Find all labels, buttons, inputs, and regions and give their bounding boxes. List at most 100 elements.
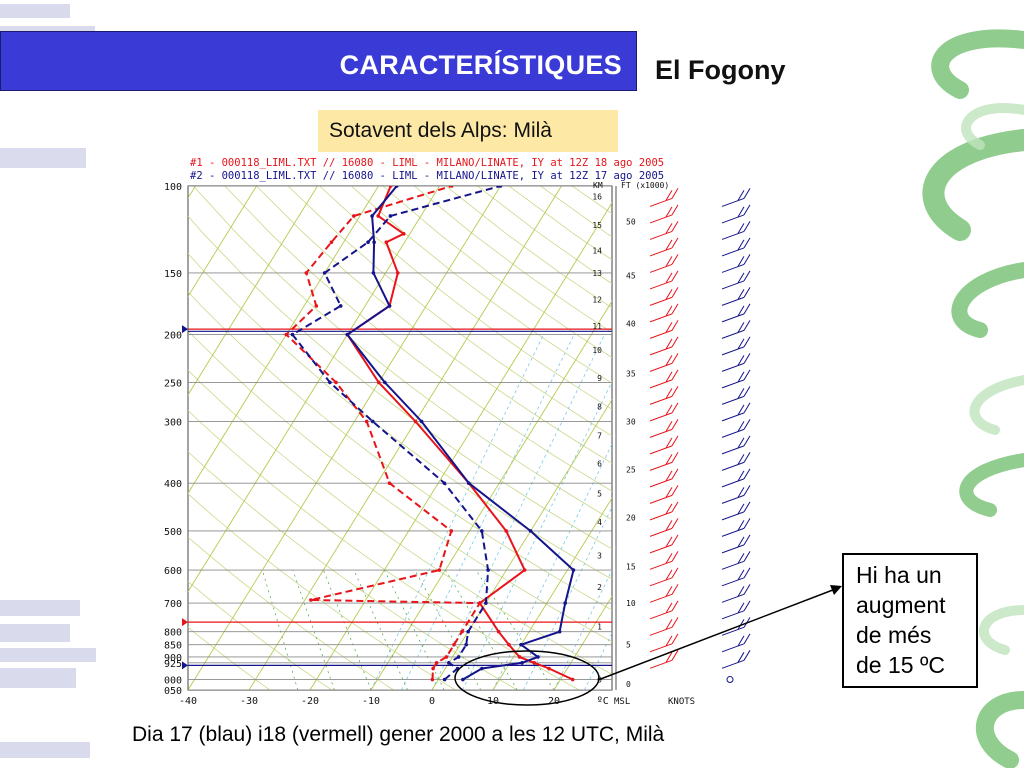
wind-barb-blue-feather (737, 272, 745, 284)
km-tick-label: 13 (592, 269, 602, 278)
wind-barb-red-feather (665, 602, 673, 614)
wind-barb-red (649, 428, 673, 438)
wind-barb-blue (721, 626, 745, 636)
pressure-tick-label: 050 (164, 686, 182, 697)
wind-barb-red (649, 230, 673, 240)
wind-barb-blue-feather (743, 600, 751, 612)
wind-barb-red-feather (665, 421, 673, 432)
wind-barb-blue-feather (743, 221, 751, 232)
pressure-tick-label: 000 (164, 676, 182, 687)
wind-barb-red-feather (665, 586, 673, 597)
wind-barb-red-feather (671, 221, 679, 232)
dewpoint-line-series-1-point (449, 529, 454, 533)
wind-barb-red-feather (665, 536, 673, 548)
km-tick-label: 2 (597, 583, 602, 592)
wind-barb-red-feather (665, 437, 673, 449)
wind-barb-red (649, 296, 673, 306)
moist-adiabat (553, 569, 612, 690)
dewpoint-line-series-2-point (479, 529, 484, 533)
moist-adiabat (584, 632, 612, 690)
wind-barb-blue-feather (737, 256, 745, 267)
wind-barb-blue-feather (743, 551, 751, 562)
temperature-line-series-2-point (394, 186, 399, 188)
wind-barb-red-feather (671, 303, 679, 315)
wind-barb-red (649, 313, 673, 323)
temperature-tick-label: 0 (429, 696, 435, 707)
wind-barb-blue (721, 577, 745, 587)
temperature-line-series-1-point (517, 655, 522, 659)
wind-barb-blue-feather (743, 353, 751, 364)
km-axis-label: KM (593, 181, 603, 190)
wind-barb-blue-feather (743, 567, 751, 579)
wind-barb-blue-feather (743, 419, 751, 430)
pressure-tick-label: 500 (164, 527, 182, 538)
temperature-line-series-2-point (372, 240, 376, 245)
wind-barb-blue-feather (743, 320, 751, 331)
pressure-tick-label: 850 (164, 641, 182, 652)
temperature-line-series-1-point (532, 661, 537, 665)
wind-barb-red-feather (665, 404, 673, 416)
wind-barb-blue-feather (737, 503, 745, 515)
temperature-tick-label: -20 (301, 696, 319, 707)
temperature-tick-label: 20 (548, 696, 560, 707)
wind-barb-blue (721, 280, 745, 290)
level-marker (182, 661, 188, 670)
wind-barb-blue-feather (743, 485, 751, 496)
temperature-line-series-1-point (395, 271, 400, 275)
temperature-line-series-2-point (528, 529, 533, 533)
callout-line: de més (856, 622, 932, 648)
wind-barb-red-feather (665, 371, 673, 383)
wind-barb-red-feather (671, 617, 679, 628)
temperature-line-series-1-point (477, 601, 482, 605)
temperature-tick-label: -40 (179, 696, 197, 707)
isotherm (553, 595, 612, 690)
plot-area (187, 185, 613, 691)
wind-barb-red (649, 577, 673, 587)
temperature-line-series-1-point (376, 214, 381, 218)
wind-barb-blue-feather (737, 206, 745, 218)
dewpoint-line-series-1-point (352, 214, 356, 218)
wind-barb-blue (721, 511, 745, 521)
wind-barb-blue-feather (737, 338, 745, 350)
dewpoint-line-series-1-point (309, 598, 313, 602)
dewpoint-line-series-1-point (284, 332, 289, 337)
wind-barb-blue (721, 560, 745, 570)
temperature-line-series-2-point (387, 304, 392, 308)
dewpoint-line-series-1 (284, 186, 482, 680)
ft-tick-label: 10 (626, 599, 636, 608)
highlight-ellipse (454, 650, 600, 706)
dry-adiabat (188, 253, 612, 580)
ft-tick-label: 25 (626, 465, 636, 474)
wind-barb-red (649, 626, 673, 636)
km-tick-label: 0 (597, 676, 602, 685)
title-banner: CARACTERÍSTIQUES (0, 31, 637, 91)
wind-barb-blue-feather (737, 223, 745, 234)
knots-label: KNOTS (668, 697, 695, 707)
wind-barb-red-feather (671, 336, 679, 348)
wind-barb-blue (721, 593, 745, 603)
isotherm (188, 186, 440, 593)
wind-barb-red-feather (665, 454, 673, 465)
temperature-line-series-2-point (461, 677, 465, 682)
dewpoint-line-series-2-point (442, 677, 447, 682)
temperature-tick-label: -30 (240, 696, 258, 707)
mixing-ratio-line (445, 569, 518, 690)
temperature-line-series-2-point (370, 214, 374, 218)
wind-barb-blue (721, 362, 745, 372)
mixing-ratio-line (414, 569, 482, 690)
wind-barb-blue-feather (737, 289, 745, 300)
mixing-ratio-line (353, 569, 408, 690)
km-tick-label: 1 (597, 622, 602, 631)
wind-barb-red-feather (671, 567, 679, 579)
dewpoint-line-series-1-point (444, 655, 449, 659)
mixing-ratio-line (292, 569, 335, 690)
dewpoint-line-series-1-point (329, 240, 334, 245)
isotherm (370, 300, 612, 690)
pressure-tick-label: 400 (164, 479, 182, 490)
km-tick-label: 11 (592, 322, 602, 331)
wind-barb-red-feather (665, 206, 673, 218)
level-marker (182, 618, 188, 627)
figure-caption: Dia 17 (blau) i18 (vermell) gener 2000 a… (132, 723, 665, 746)
wind-barb-blue-feather (743, 435, 751, 447)
wind-barb-blue (721, 428, 745, 438)
